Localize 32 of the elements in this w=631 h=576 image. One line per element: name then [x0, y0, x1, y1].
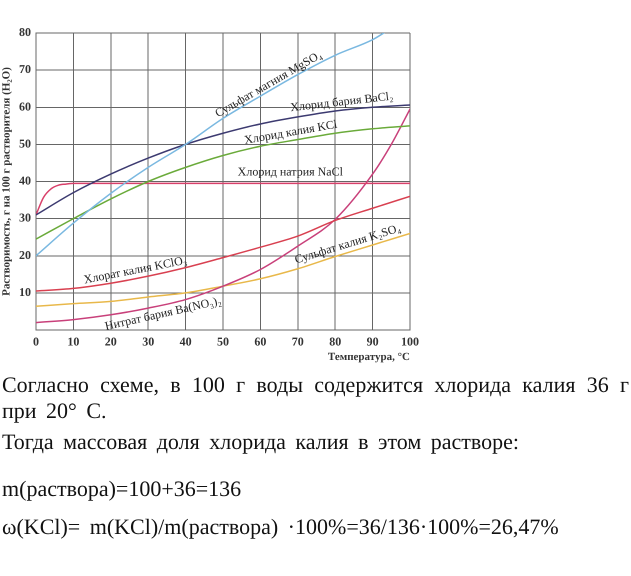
y-tick-label: 50: [19, 136, 31, 150]
x-tick-label: 50: [217, 334, 229, 348]
y-tick-label: 40: [19, 174, 31, 188]
text: ω(KCl)= m(KCl)/m(раствора) ·100%=36/136·100%=26,47%: [2, 514, 560, 540]
text: Хлорид калия KCl: [243, 116, 339, 147]
text: Тогда массовая доля хлорида калия в этом растворе:: [2, 429, 520, 455]
x-tick-label: 40: [180, 334, 192, 348]
text: Согласно схеме, в 100 г воды содержится хлорида калия 36 г при 20° С.: [2, 372, 629, 424]
x-tick-label: 70: [292, 334, 304, 348]
y-tick-label: 20: [19, 248, 31, 262]
text: Хлорид бария BaCl₂: [290, 88, 394, 114]
x-tick-label: 0: [33, 334, 39, 348]
y-tick-label: 60: [19, 99, 31, 114]
text: Хлорат калия KClO₃: [82, 252, 188, 286]
line-series: [36, 196, 410, 292]
y-tick-label: 80: [19, 25, 31, 40]
x-tick-label: 60: [254, 334, 266, 348]
text: m(раствора)=100+36=136: [2, 476, 242, 502]
y-tick-label: 10: [19, 284, 31, 299]
x-tick-label: 90: [366, 334, 379, 348]
x-axis-title: Температура, °C: [328, 351, 410, 364]
x-tick-label: 10: [67, 334, 80, 348]
x-tick-label: 20: [104, 334, 117, 348]
line-series: [36, 182, 410, 216]
text: Сульфат калия K₂SO₄: [292, 220, 402, 266]
text: Нитрат бария Ba(NO₃)₂: [104, 293, 223, 333]
x-tick-label: 30: [142, 334, 154, 348]
x-tick-label: 80: [329, 334, 342, 348]
x-tick-label: 100: [401, 334, 419, 348]
y-tick-label: 30: [19, 210, 31, 225]
y-axis-title: Растворимость, г на 100 г растворителя (H₂O): [0, 66, 12, 296]
y-tick-label: 70: [19, 62, 31, 76]
